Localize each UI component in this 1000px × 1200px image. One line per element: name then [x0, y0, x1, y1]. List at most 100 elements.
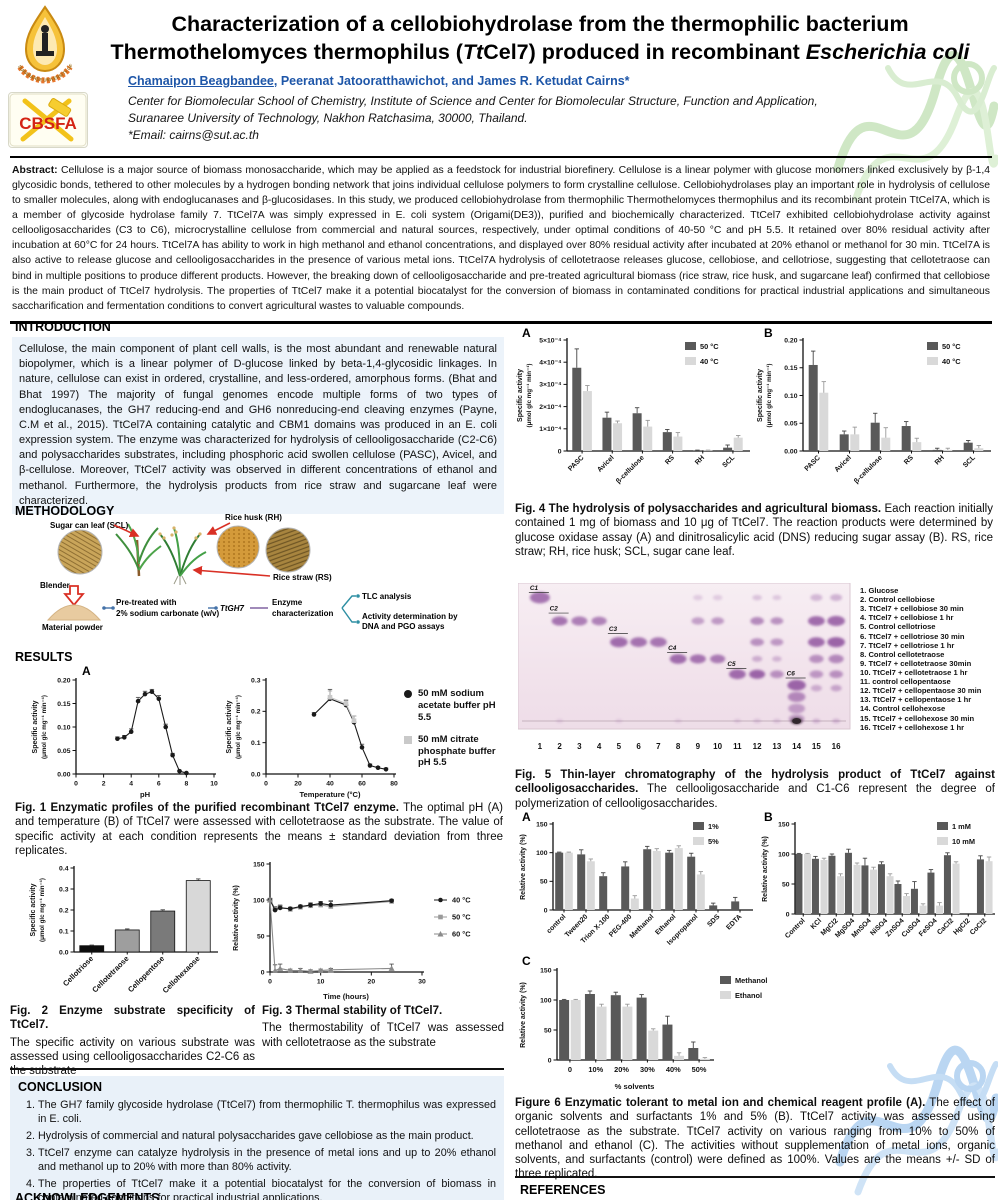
label-activity-1: Activity determination by: [362, 612, 458, 621]
svg-text:16: 16: [832, 742, 841, 751]
fig1-legend: 50 mM sodium acetate buffer pH 5.5 50 mM…: [404, 688, 506, 779]
conclusion-item: The GH7 family glycoside hydrolase (TtCe…: [38, 1098, 496, 1126]
svg-text:(μmol glc mg⁻¹ min⁻¹): (μmol glc mg⁻¹ min⁻¹): [235, 695, 242, 759]
circle-marker-icon: [404, 690, 412, 698]
svg-text:4: 4: [129, 781, 133, 788]
conclusion-section: CONCLUSION The GH7 family glycoside hydr…: [10, 1076, 504, 1200]
affiliation: Center for Biomolecular School of Chemis…: [128, 94, 818, 125]
svg-text:40 °C: 40 °C: [942, 357, 961, 366]
svg-text:5×10⁻⁴: 5×10⁻⁴: [539, 337, 561, 344]
abstract-text: Cellulose is a major source of biomass m…: [12, 165, 991, 312]
tlc-legend-line: 8. Control cellotetraose: [860, 649, 945, 659]
svg-text:Cellohexaose: Cellohexaose: [161, 954, 202, 995]
svg-text:0: 0: [264, 781, 268, 788]
svg-text:8: 8: [185, 781, 189, 788]
svg-text:0.00: 0.00: [784, 448, 797, 455]
svg-text:FeSO4: FeSO4: [918, 917, 939, 938]
abstract-label: Abstract:: [12, 165, 58, 176]
bracket-teal: [341, 595, 356, 623]
svg-text:SCL: SCL: [962, 454, 977, 469]
fig6-panel-b-label: B: [764, 810, 773, 824]
svg-text:(μmol glc mg⁻¹ min⁻¹): (μmol glc mg⁻¹ min⁻¹): [526, 364, 533, 428]
label-tlc-analysis: TLC analysis: [362, 592, 412, 601]
fig6c-solvent-bar-chart: 0 50 100 150 Relative activity (%) % solvents…: [520, 967, 767, 1091]
svg-text:pH: pH: [140, 790, 150, 799]
svg-text:30%: 30%: [640, 1065, 655, 1074]
svg-text:2×10⁻⁴: 2×10⁻⁴: [539, 404, 561, 411]
acknowledgements-heading: ACKNOWLEDGEMENTS: [15, 1191, 160, 1200]
svg-text:CoCl2: CoCl2: [969, 917, 988, 936]
svg-text:Relative activity (%): Relative activity (%): [520, 982, 527, 1048]
svg-text:50%: 50%: [692, 1065, 707, 1074]
left-column-divider: [10, 1068, 504, 1070]
label-enzyme-char-1: Enzyme: [272, 598, 303, 607]
fig6-panel-c-label: C: [522, 954, 531, 968]
svg-text:Methanol: Methanol: [735, 976, 767, 985]
cbsfa-logo: CBSFA: [8, 92, 88, 148]
svg-text:100: 100: [253, 897, 265, 904]
svg-text:50: 50: [544, 1027, 552, 1034]
right-column-divider: [515, 1176, 995, 1178]
svg-text:50: 50: [257, 933, 265, 940]
sugarcane-plant-illustration: [115, 523, 162, 577]
fig6b-metal-ion-bar-chart: 0 50 100 150 Relative activity (%) Control KCl…: [762, 821, 995, 940]
svg-text:5: 5: [617, 742, 622, 751]
fig4b-hydrolysis-bar-chart: 0.00 0.05 0.10 0.15 0.20 Specific activity (μm…: [757, 337, 991, 485]
svg-text:15: 15: [812, 742, 821, 751]
rice-husk-photo: [216, 525, 260, 569]
svg-text:(μmol glc mg⁻¹ min⁻¹): (μmol glc mg⁻¹ min⁻¹): [766, 364, 773, 428]
conclusion-item: Hydrolysis of commercial and natural pol…: [38, 1129, 496, 1143]
svg-text:4×10⁻⁴: 4×10⁻⁴: [539, 360, 561, 367]
abstract-section: Abstract: Cellulose is a major source of…: [10, 156, 992, 324]
fig5-lane-legend: 1. Glucose 2. Control cellobiose 3. TtCel7…: [860, 586, 998, 732]
svg-text:0.0: 0.0: [59, 949, 69, 956]
svg-text:2: 2: [102, 781, 106, 788]
protein-ribbon-blue-decoration: [835, 1045, 998, 1196]
svg-text:β-cellulose: β-cellulose: [853, 454, 884, 485]
tlc-legend-line: 6. TtCel7 + cellotriose 30 min: [860, 631, 965, 641]
arrow-rh: [206, 522, 231, 535]
svg-text:0.15: 0.15: [784, 365, 797, 372]
svg-text:PASC: PASC: [567, 454, 585, 472]
svg-text:0.15: 0.15: [57, 701, 70, 708]
results-heading: RESULTS: [15, 650, 73, 664]
conclusion-item: TtCel7 enzyme can catalyze hydrolysis in…: [38, 1146, 496, 1174]
svg-text:% solvents: % solvents: [615, 1082, 655, 1091]
svg-text:EDTA: EDTA: [725, 913, 743, 931]
tlc-legend-line: 2. Control cellobiose: [860, 595, 935, 605]
svg-text:100: 100: [540, 997, 552, 1004]
svg-text:CaCl2: CaCl2: [936, 917, 955, 936]
svg-text:KCl: KCl: [810, 917, 824, 931]
svg-text:0: 0: [268, 979, 272, 986]
methodology-heading: METHODOLOGY: [15, 504, 115, 518]
authors-line: Chamaipon Beagbandee, Peeranat Jatooratt…: [128, 74, 630, 88]
svg-text:0: 0: [786, 911, 790, 918]
svg-text:20: 20: [294, 781, 302, 788]
svg-text:0: 0: [568, 1065, 572, 1074]
contact-email: *Email: cairns@sut.ac.th: [128, 128, 259, 142]
svg-text:0.10: 0.10: [784, 393, 797, 400]
svg-text:C3: C3: [609, 626, 618, 633]
svg-text:5%: 5%: [708, 837, 719, 846]
tlc-legend-line: 7. TtCel7 + cellotriose 1 hr: [860, 640, 955, 650]
svg-text:CBSFA: CBSFA: [19, 114, 77, 133]
svg-text:Methanol: Methanol: [629, 913, 656, 940]
tlc-legend-line: 3. TtCel7 + cellobiose 30 min: [860, 604, 964, 614]
material-powder-pile: [46, 604, 102, 621]
svg-text:20%: 20%: [614, 1065, 629, 1074]
svg-text:10: 10: [317, 979, 325, 986]
svg-text:6: 6: [636, 742, 641, 751]
tlc-legend-line: 1. Glucose: [860, 586, 899, 595]
fig4-caption: Fig. 4 The hydrolysis of polysaccharides…: [515, 503, 993, 558]
svg-text:4: 4: [597, 742, 602, 751]
introduction-heading: INTRODUCTION: [15, 320, 111, 334]
label-blender: Blender: [40, 581, 70, 590]
tlc-legend-line: 15. TtCel7 + cellohexose 30 min: [860, 713, 975, 723]
sugarcane-leaf-photo: [57, 529, 103, 575]
svg-text:8: 8: [676, 742, 681, 751]
svg-text:10%: 10%: [588, 1065, 603, 1074]
svg-text:Ethanol: Ethanol: [735, 991, 762, 1000]
svg-text:RH: RH: [694, 454, 706, 466]
fig1-legend-item-acetate: 50 mM sodium acetate buffer pH 5.5: [404, 688, 506, 724]
svg-text:1×10⁻⁴: 1×10⁻⁴: [539, 426, 561, 433]
